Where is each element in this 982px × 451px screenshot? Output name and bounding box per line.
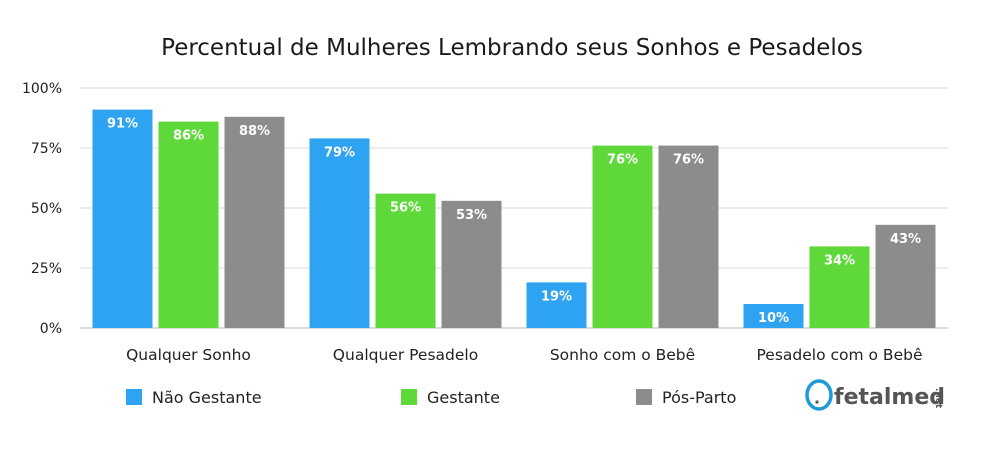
bar-value-label: 19% <box>541 289 572 304</box>
legend-label: Não Gestante <box>152 388 262 407</box>
y-tick-label: 25% <box>31 261 62 277</box>
bar <box>224 116 285 328</box>
logo-brand-text: fetalmed <box>834 385 945 410</box>
legend-swatch <box>401 389 417 405</box>
bar <box>875 224 936 328</box>
bar <box>92 109 153 328</box>
x-tick-label: Pesadelo com o Bebê <box>757 346 923 364</box>
y-tick-label: 100% <box>22 81 62 97</box>
bar-value-label: 79% <box>324 145 355 160</box>
bar-value-label: 76% <box>607 153 638 168</box>
chart-title: Percentual de Mulheres Lembrando seus So… <box>161 35 863 61</box>
bar <box>158 121 219 328</box>
legend: Não Gestante Gestante Pós-Parto <box>126 388 736 407</box>
fetalmed-logo-icon <box>805 379 833 411</box>
bar <box>592 145 653 328</box>
legend-label: Gestante <box>427 388 500 407</box>
bar <box>809 246 870 328</box>
bar-value-label: 34% <box>824 253 855 268</box>
bar <box>309 138 370 328</box>
bar-value-label: 56% <box>390 201 421 216</box>
x-tick-label: Sonho com o Bebê <box>550 346 695 364</box>
bar <box>743 304 804 328</box>
y-tick-label: 0% <box>40 321 62 337</box>
bar-value-label: 91% <box>107 117 138 132</box>
fetalmed-logo: fetalmed .net <box>805 379 945 411</box>
y-tick-label: 75% <box>31 141 62 157</box>
y-tick-label: 50% <box>31 201 62 217</box>
bar <box>441 200 502 328</box>
bar-value-label: 10% <box>758 311 789 326</box>
bar <box>658 145 719 328</box>
y-axis-ticks: 0% 25% 50% 75% 100% <box>22 81 62 337</box>
bar-value-label: 43% <box>890 232 921 247</box>
logo-suffix-text: .net <box>933 388 943 409</box>
x-tick-label: Qualquer Pesadelo <box>333 346 478 364</box>
legend-swatch <box>126 389 142 405</box>
bar-value-label: 53% <box>456 208 487 223</box>
bar <box>526 282 587 328</box>
bars: 91% 86% 88% 79% 56% 53% 19% 76% 76% 10% 34% 43% <box>92 109 936 328</box>
legend-swatch <box>636 389 652 405</box>
x-tick-label: Qualquer Sonho <box>126 346 251 364</box>
legend-label: Pós-Parto <box>662 388 736 407</box>
bar-value-label: 86% <box>173 129 204 144</box>
bar-value-label: 76% <box>673 153 704 168</box>
bar <box>375 193 436 328</box>
x-axis-ticks: Qualquer Sonho Qualquer Pesadelo Sonho com… <box>126 346 922 364</box>
bar-value-label: 88% <box>239 124 270 139</box>
